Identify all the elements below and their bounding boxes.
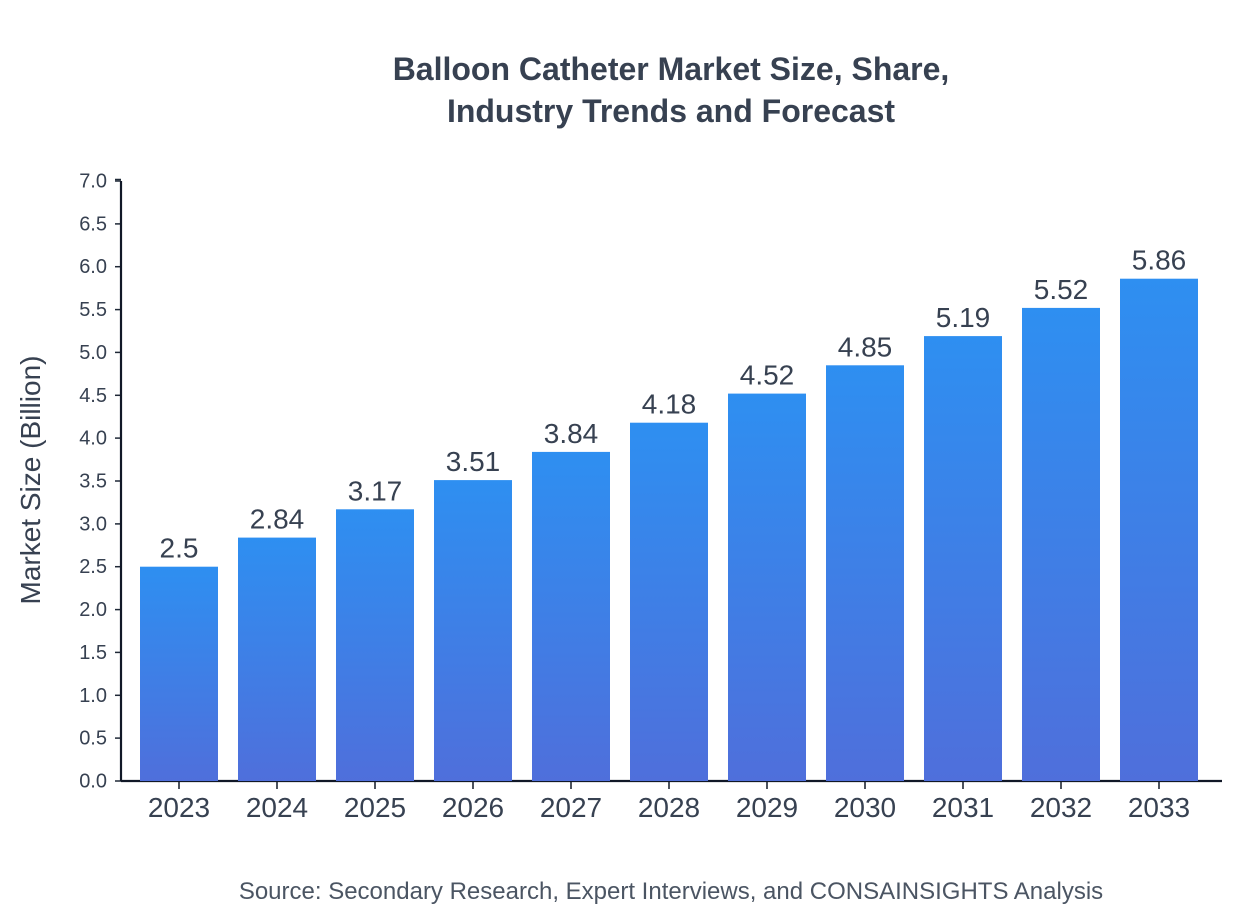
svg-text:4.85: 4.85	[838, 331, 893, 362]
svg-text:4.0: 4.0	[79, 428, 107, 450]
svg-text:2033: 2033	[1128, 792, 1190, 823]
svg-text:5.5: 5.5	[79, 299, 107, 321]
svg-text:3.17: 3.17	[348, 475, 403, 506]
svg-text:2.84: 2.84	[250, 504, 305, 535]
svg-text:5.52: 5.52	[1034, 274, 1089, 305]
svg-text:5.19: 5.19	[936, 302, 991, 333]
svg-text:2028: 2028	[638, 792, 700, 823]
svg-text:0.0: 0.0	[79, 771, 107, 793]
svg-text:0.5: 0.5	[79, 728, 107, 750]
svg-text:2.0: 2.0	[79, 599, 107, 621]
svg-text:1.0: 1.0	[79, 685, 107, 707]
svg-text:3.84: 3.84	[544, 418, 599, 449]
svg-text:2023: 2023	[148, 792, 210, 823]
svg-text:1.5: 1.5	[79, 642, 107, 664]
svg-text:4.52: 4.52	[740, 360, 795, 391]
svg-text:2024: 2024	[246, 792, 308, 823]
svg-text:5.86: 5.86	[1132, 245, 1187, 276]
svg-text:6.0: 6.0	[79, 256, 107, 278]
svg-text:3.0: 3.0	[79, 513, 107, 535]
svg-text:5.0: 5.0	[79, 342, 107, 364]
svg-text:3.51: 3.51	[446, 446, 501, 477]
svg-text:2032: 2032	[1030, 792, 1092, 823]
svg-text:4.5: 4.5	[79, 385, 107, 407]
svg-text:6.5: 6.5	[79, 213, 107, 235]
svg-text:2026: 2026	[442, 792, 504, 823]
svg-text:2030: 2030	[834, 792, 896, 823]
svg-text:2.5: 2.5	[160, 533, 199, 564]
svg-text:2031: 2031	[932, 792, 994, 823]
svg-text:4.18: 4.18	[642, 389, 697, 420]
svg-text:2.5: 2.5	[79, 556, 107, 578]
svg-text:3.5: 3.5	[79, 471, 107, 493]
svg-text:2027: 2027	[540, 792, 602, 823]
svg-text:2025: 2025	[344, 792, 406, 823]
svg-text:7.0: 7.0	[79, 171, 107, 193]
svg-text:2029: 2029	[736, 792, 798, 823]
